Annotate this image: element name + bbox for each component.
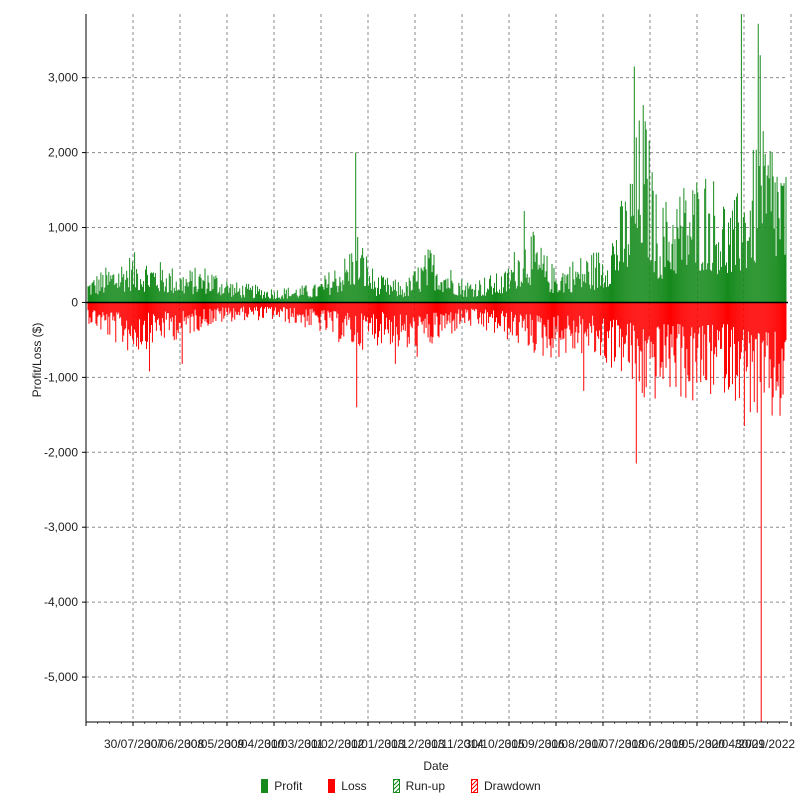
x-tick-label-2: 30/05/2009 bbox=[184, 737, 244, 751]
y-tick-label-7: -4,000 bbox=[44, 595, 78, 609]
legend-label-profit: Profit bbox=[274, 779, 303, 793]
y-tick-label-5: -2,000 bbox=[44, 445, 78, 459]
x-tick-label-0: 30/07/2007 bbox=[104, 737, 164, 751]
x-tick-label-5: 30/02/2012 bbox=[304, 737, 364, 751]
y-tick-label-3: 0 bbox=[71, 295, 78, 309]
x-tick-label-7: 30/12/2013 bbox=[384, 737, 444, 751]
grid-layer bbox=[86, 14, 792, 722]
axes-layer bbox=[82, 14, 792, 726]
y-tick-label-6: -3,000 bbox=[44, 520, 78, 534]
x-tick-label-11: 30/08/2017 bbox=[545, 737, 605, 751]
x-axis-title: Date bbox=[423, 759, 449, 773]
x-tick-label-10: 30/09/2016 bbox=[505, 737, 565, 751]
legend-item-run-up[interactable]: Run-up bbox=[392, 779, 446, 793]
x-tick-label-9: 30/10/2015 bbox=[465, 737, 525, 751]
y-tick-label-0: 3,000 bbox=[48, 71, 78, 85]
legend-item-loss[interactable]: Loss bbox=[328, 779, 367, 793]
profit-swatch bbox=[261, 779, 269, 793]
legend-item-drawdown[interactable]: Drawdown bbox=[471, 779, 541, 793]
legend-label-run-up: Run-up bbox=[405, 779, 446, 793]
bars-layer bbox=[86, 14, 788, 722]
y-axis-title: Profit/Loss ($) bbox=[30, 323, 44, 398]
legend-label-loss: Loss bbox=[341, 779, 367, 793]
x-tick-labels: 30/07/200730/06/200830/05/200930/04/2010… bbox=[104, 737, 795, 751]
y-tick-labels: 3,000 2,000 1,000 0 -1,000 -2,000 -3,000 -4,000… bbox=[44, 71, 78, 684]
chart-legend: Profit Loss Run-up Drawdown bbox=[0, 776, 802, 796]
x-tick-label-4: 30/03/2011 bbox=[264, 737, 323, 751]
x-tick-label-14: 30/05/2020 bbox=[665, 737, 725, 751]
x-tick-label-15: 30/04/2021 bbox=[705, 737, 765, 751]
x-tick-label-1: 30/06/2008 bbox=[144, 737, 204, 751]
y-tick-label-8: -5,000 bbox=[44, 670, 78, 684]
run-up-swatch bbox=[392, 779, 400, 793]
legend-label-drawdown: Drawdown bbox=[484, 779, 541, 793]
x-tick-label-3: 30/04/2010 bbox=[224, 737, 284, 751]
x-tick-label-6: 30/01/2013 bbox=[344, 737, 404, 751]
y-tick-label-4: -1,000 bbox=[44, 370, 78, 384]
loss-swatch bbox=[328, 779, 336, 793]
y-tick-label-1: 2,000 bbox=[48, 146, 78, 160]
x-tick-label-12: 30/07/2018 bbox=[585, 737, 645, 751]
legend-item-profit[interactable]: Profit bbox=[261, 779, 302, 793]
y-tick-label-2: 1,000 bbox=[48, 221, 78, 235]
drawdown-swatch bbox=[471, 779, 479, 793]
x-tick-label-16: 30/09/2022 bbox=[735, 737, 795, 751]
x-tick-label-13: 30/06/2019 bbox=[625, 737, 685, 751]
x-tick-label-8: 30/11/2014 bbox=[425, 737, 484, 751]
